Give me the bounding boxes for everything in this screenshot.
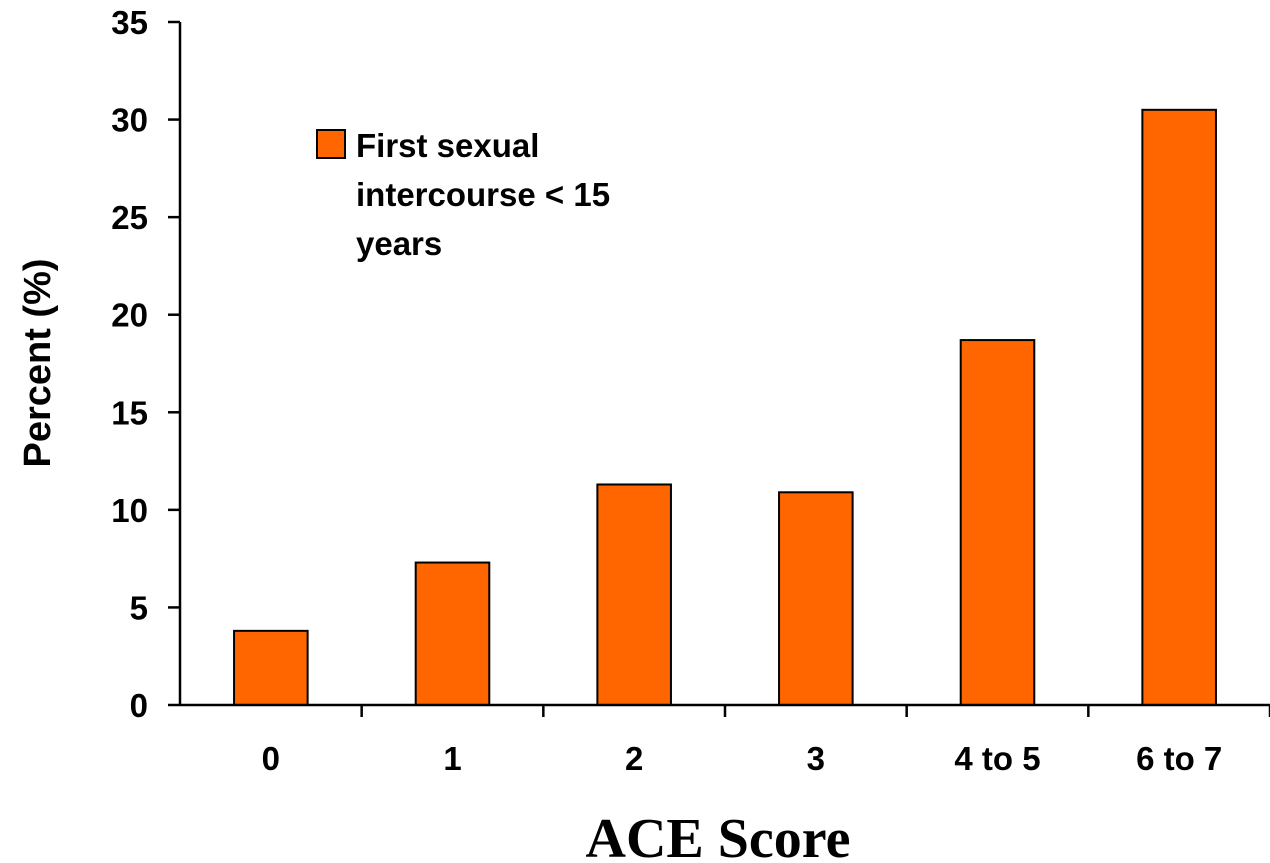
x-tick-label: 3 (807, 740, 825, 777)
x-tick-label: 4 to 5 (954, 740, 1040, 777)
bar (596, 483, 672, 707)
y-tick-label: 20 (111, 297, 148, 334)
bar (778, 491, 854, 706)
legend-label-line-3: years (356, 225, 442, 262)
y-tick-label: 35 (111, 4, 148, 41)
legend-label-line-1: First sexual (356, 127, 539, 164)
y-axis-ticks: 0 5 10 15 20 25 30 35 (111, 4, 180, 724)
legend: First sexual intercourse < 15 years (316, 127, 610, 262)
y-tick-label: 10 (111, 492, 148, 529)
y-tick-label: 30 (111, 102, 148, 139)
x-tick-label: 2 (625, 740, 643, 777)
y-tick-label: 25 (111, 199, 148, 236)
y-axis-title: Percent (%) (17, 258, 59, 467)
bar (414, 561, 491, 706)
bar (233, 629, 309, 706)
x-tick-label: 1 (443, 740, 461, 777)
x-axis-title: ACE Score (586, 808, 851, 863)
bars (233, 108, 1217, 707)
bar (1141, 108, 1217, 707)
x-tick-label: 6 to 7 (1136, 740, 1222, 777)
x-axis-ticks: 0 1 2 3 4 to 5 6 to 7 (262, 705, 1270, 777)
bar (959, 339, 1036, 706)
x-tick-label: 0 (262, 740, 280, 777)
y-tick-label: 0 (130, 687, 148, 724)
y-tick-label: 5 (130, 589, 148, 626)
legend-swatch (316, 129, 346, 159)
legend-label-line-2: intercourse < 15 (356, 176, 610, 213)
y-tick-label: 15 (111, 394, 148, 431)
